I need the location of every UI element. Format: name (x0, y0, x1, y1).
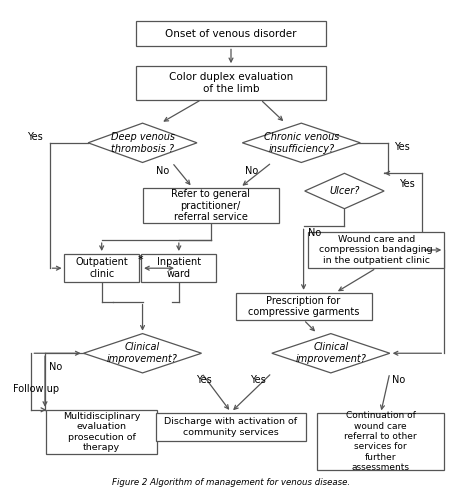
Text: Deep venous
thrombosis ?: Deep venous thrombosis ? (110, 132, 175, 154)
FancyBboxPatch shape (156, 412, 306, 442)
Text: Continuation of
wound care
referral to other
services for
further
assessments: Continuation of wound care referral to o… (344, 411, 417, 472)
Polygon shape (243, 123, 360, 162)
FancyBboxPatch shape (46, 410, 157, 454)
Text: Refer to general
practitioner/
referral service: Refer to general practitioner/ referral … (171, 189, 250, 222)
Text: Wound care and
compression bandaging
in the outpatient clinic: Wound care and compression bandaging in … (319, 235, 433, 265)
Text: Chronic venous
insufficiency?: Chronic venous insufficiency? (264, 132, 339, 154)
Text: Clinical
improvement?: Clinical improvement? (107, 342, 178, 364)
FancyBboxPatch shape (64, 254, 139, 282)
Text: Multidisciplinary
evaluation
prosecution of
therapy: Multidisciplinary evaluation prosecution… (63, 412, 140, 452)
Polygon shape (84, 334, 201, 373)
Text: Ulcer?: Ulcer? (329, 186, 359, 196)
Text: Clinical
improvement?: Clinical improvement? (295, 342, 366, 364)
Text: Figure 2 Algorithm of management for venous disease.: Figure 2 Algorithm of management for ven… (112, 478, 350, 487)
Text: Prescription for
compressive garments: Prescription for compressive garments (248, 296, 359, 318)
Text: No: No (156, 166, 170, 176)
Text: Yes: Yes (399, 178, 414, 188)
FancyBboxPatch shape (143, 188, 279, 224)
Text: Yes: Yes (250, 376, 266, 386)
Polygon shape (305, 174, 384, 208)
FancyBboxPatch shape (141, 254, 216, 282)
Text: Onset of venous disorder: Onset of venous disorder (165, 28, 297, 38)
FancyBboxPatch shape (317, 414, 444, 470)
Text: Inpatient
ward: Inpatient ward (157, 258, 201, 279)
Text: Yes: Yes (27, 132, 43, 142)
Text: No: No (309, 228, 322, 238)
FancyBboxPatch shape (136, 21, 326, 46)
Text: No: No (392, 376, 406, 386)
Text: Yes: Yes (196, 376, 212, 386)
FancyBboxPatch shape (308, 232, 444, 268)
Text: Follow up: Follow up (13, 384, 59, 394)
Text: *: * (138, 255, 143, 265)
Text: No: No (49, 362, 62, 372)
Polygon shape (88, 123, 197, 162)
Text: Discharge with activation of
community services: Discharge with activation of community s… (164, 418, 298, 436)
Text: Yes: Yes (395, 142, 410, 152)
Polygon shape (272, 334, 390, 373)
Text: Outpatient
clinic: Outpatient clinic (75, 258, 128, 279)
FancyBboxPatch shape (136, 66, 326, 100)
Text: No: No (245, 166, 258, 176)
Text: Color duplex evaluation
of the limb: Color duplex evaluation of the limb (169, 72, 293, 94)
FancyBboxPatch shape (236, 293, 371, 320)
